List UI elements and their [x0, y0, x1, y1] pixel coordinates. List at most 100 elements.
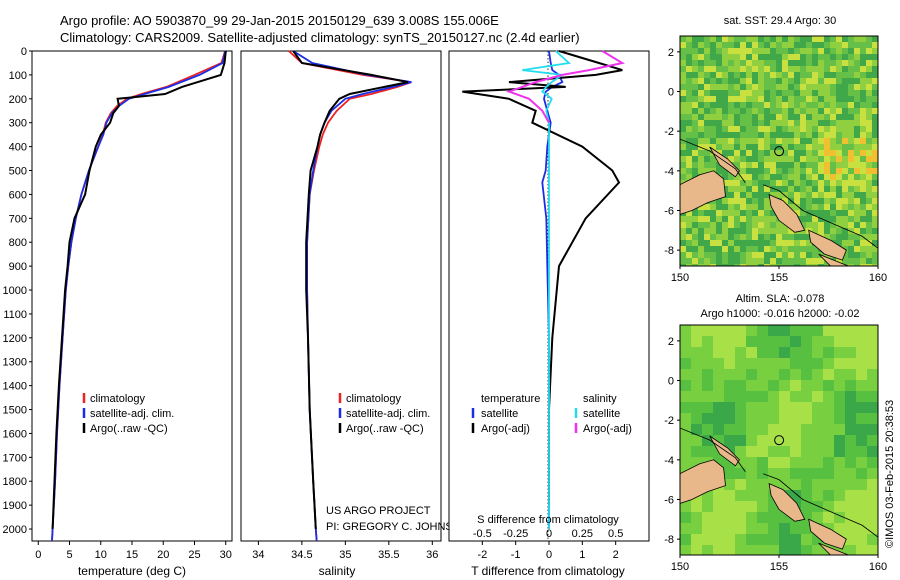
map-cell [740, 48, 746, 54]
land-polygon [818, 542, 850, 555]
map-cell [686, 264, 692, 266]
map-cell [842, 150, 848, 156]
map-cell [734, 126, 740, 132]
map-cell [790, 358, 801, 369]
map-cell [704, 42, 710, 48]
map-cell [830, 222, 836, 228]
map-cell [836, 78, 842, 84]
salinity-x-ticks: 34 34.5 35 35.5 36 [252, 541, 438, 561]
map-cell [812, 204, 818, 210]
map-cell [800, 150, 806, 156]
map-cell [842, 222, 848, 228]
map-cell [806, 180, 812, 186]
map-cell [834, 369, 845, 380]
map-cell [758, 192, 764, 198]
map-cell [848, 228, 854, 234]
map-cell [740, 36, 746, 42]
header-line2: Climatology: CARS2009. Satellite-adjuste… [60, 30, 580, 45]
map-cell [800, 222, 806, 228]
map-cell [801, 369, 812, 380]
map-cell [801, 413, 812, 424]
map-cell [854, 216, 860, 222]
map-cell [776, 252, 782, 258]
map-y-tick-label: 0 [668, 376, 674, 388]
map-cell [872, 144, 878, 150]
map-cell [770, 120, 776, 126]
map-cell [776, 60, 782, 66]
map-cell [722, 264, 728, 266]
map-cell [757, 380, 768, 391]
map-cell [842, 42, 848, 48]
map-cell [722, 228, 728, 234]
map-cell [779, 435, 790, 446]
map-cell [856, 347, 867, 358]
map-cell [728, 132, 734, 138]
map-field [680, 36, 878, 266]
map-cell [866, 36, 872, 42]
map-cell [728, 234, 734, 240]
map-cell [716, 114, 722, 120]
map-cell [866, 132, 872, 138]
map-cell [860, 48, 866, 54]
map-cell [794, 258, 800, 264]
map-cell [724, 369, 735, 380]
map-cell [702, 347, 713, 358]
sla-map-subtitle: Argo h1000: -0.016 h2000: -0.02 [700, 308, 859, 320]
map-cell [818, 48, 824, 54]
map-cell [722, 132, 728, 138]
map-cell [734, 84, 740, 90]
map-cell [702, 424, 713, 435]
map-cell [716, 252, 722, 258]
header-line1: Argo profile: AO 5903870_99 29-Jan-2015 … [60, 13, 499, 28]
map-cell [680, 48, 686, 54]
map-cell [806, 42, 812, 48]
map-cell [680, 258, 686, 264]
map-cell [848, 54, 854, 60]
map-y-tick-label: -4 [664, 166, 674, 178]
map-cell [812, 36, 818, 42]
map-cell [860, 120, 866, 126]
map-cell [854, 204, 860, 210]
map-cell [801, 336, 812, 347]
map-cell [842, 156, 848, 162]
map-cell [845, 424, 856, 435]
map-cell [812, 156, 818, 162]
map-cell [830, 102, 836, 108]
map-cell [872, 72, 878, 78]
map-cell [728, 108, 734, 114]
map-cell [800, 198, 806, 204]
map-cell [842, 174, 848, 180]
map-cell [800, 144, 806, 150]
map-cell [794, 162, 800, 168]
map-cell [812, 102, 818, 108]
map-cell [818, 126, 824, 132]
map-cell [728, 72, 734, 78]
map-cell [788, 132, 794, 138]
map-cell [680, 234, 686, 240]
map-cell [716, 168, 722, 174]
map-cell [854, 60, 860, 66]
map-cell [691, 402, 702, 413]
map-cell [830, 204, 836, 210]
map-cell [790, 402, 801, 413]
map-cell [812, 60, 818, 66]
map-cell [800, 114, 806, 120]
map-cell [770, 156, 776, 162]
map-cell [856, 402, 867, 413]
map-cell [692, 36, 698, 42]
difference-x-ticks: -2 -1 0 1 2 [477, 541, 619, 561]
map-cell [812, 90, 818, 96]
map-cell [860, 138, 866, 144]
map-cell [801, 457, 812, 468]
map-cell [686, 156, 692, 162]
map-cell [686, 36, 692, 42]
map-cell [801, 512, 812, 523]
map-cell [776, 234, 782, 240]
map-cell [728, 156, 734, 162]
map-cell [768, 501, 779, 512]
map-cell [867, 347, 878, 358]
map-cell [872, 126, 878, 132]
map-cell [752, 36, 758, 42]
map-cell [722, 72, 728, 78]
map-cell [722, 174, 728, 180]
